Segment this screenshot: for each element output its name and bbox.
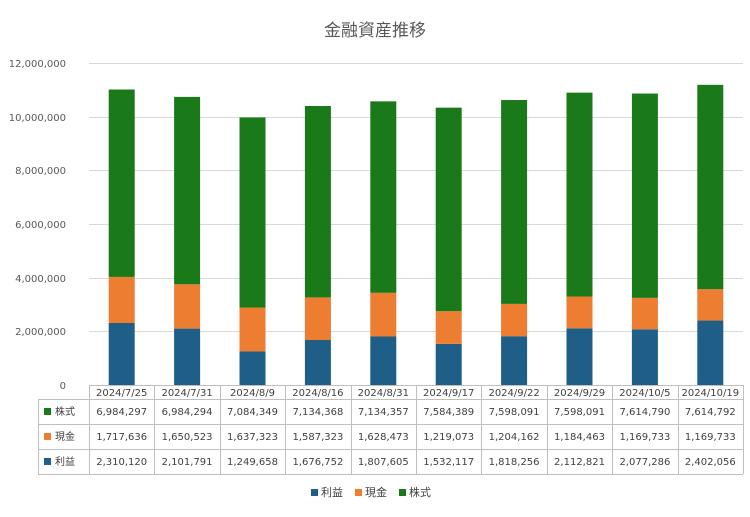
- bar-segment: [501, 303, 528, 337]
- legend-label: 株式: [409, 485, 431, 499]
- bar-segment: [304, 297, 331, 341]
- bar-segment: [631, 297, 658, 330]
- table-cell: 6,984,294: [162, 407, 213, 418]
- table-cell: 7,134,368: [292, 407, 343, 418]
- y-tick-label: 12,000,000: [9, 59, 66, 70]
- table-row-swatch: [44, 458, 51, 465]
- y-axis: 0 2,000,000 4,000,000 6,000,000 8,000,000 10,…: [9, 59, 66, 392]
- bar-segment: [435, 107, 462, 312]
- bar-segment: [501, 100, 528, 304]
- data-table: 2024/7/25 2024/7/31 2024/8/9 2024/8/16 2024/…: [38, 385, 744, 475]
- table-row-label: 株式: [55, 405, 75, 418]
- x-tick-label: 2024/10/19: [681, 388, 739, 399]
- bar-segment: [304, 105, 331, 298]
- bar-segment: [304, 340, 331, 385]
- table-cell: 1,637,323: [227, 432, 278, 443]
- y-tick-label: 8,000,000: [15, 166, 66, 177]
- table-cell: 6,984,297: [96, 407, 147, 418]
- bar-segment: [239, 351, 266, 385]
- chart-title: 金融資産推移: [324, 21, 426, 41]
- table-cell: 7,598,091: [489, 407, 540, 418]
- bar-segment: [566, 92, 593, 297]
- table-cell: 1,587,323: [292, 432, 343, 443]
- bar-segment: [370, 292, 397, 337]
- bar-segment: [239, 117, 266, 308]
- bar-segment: [108, 89, 135, 277]
- table-cell: 2,101,791: [162, 457, 213, 468]
- table-cell: 7,614,790: [619, 407, 670, 418]
- bar-segment: [239, 307, 266, 352]
- table-cell: 7,134,357: [358, 407, 409, 418]
- legend-label: 現金: [365, 485, 387, 499]
- table-row-label: 現金: [55, 430, 75, 443]
- x-tick-label: 2024/9/29: [554, 388, 605, 399]
- table-cell: 7,084,349: [227, 407, 278, 418]
- table-cell: 2,310,120: [96, 457, 147, 468]
- bar-segment: [435, 311, 462, 344]
- x-tick-label: 2024/7/25: [96, 388, 147, 399]
- table-cell: 1,169,733: [685, 432, 736, 443]
- table-row-swatch: [44, 433, 51, 440]
- table-cell: 1,184,463: [554, 432, 605, 443]
- bar-segment: [370, 101, 397, 293]
- legend-label: 利益: [321, 485, 343, 499]
- y-tick-label: 6,000,000: [15, 220, 66, 231]
- legend-swatch: [399, 489, 406, 496]
- x-tick-label: 2024/9/17: [423, 388, 474, 399]
- table-cell: 2,112,821: [554, 457, 605, 468]
- bar-segment: [370, 336, 397, 385]
- x-tick-label: 2024/7/31: [161, 388, 212, 399]
- y-tick-label: 10,000,000: [9, 113, 66, 124]
- bar-segment: [501, 336, 528, 385]
- y-tick-label: 4,000,000: [15, 274, 66, 285]
- table-cell: 2,077,286: [619, 457, 670, 468]
- bar-segment: [566, 296, 593, 329]
- y-tick-label: 0: [60, 381, 66, 392]
- legend: 利益 現金 株式: [311, 485, 431, 499]
- x-tick-label: 2024/8/31: [358, 388, 409, 399]
- bar-segment: [631, 329, 658, 385]
- bars: [108, 84, 724, 385]
- table-cell: 1,219,073: [423, 432, 474, 443]
- x-tick-label: 2024/8/16: [292, 388, 343, 399]
- table-cell: 1,249,658: [227, 457, 278, 468]
- x-tick-label: 2024/8/9: [230, 388, 275, 399]
- bar-segment: [108, 276, 135, 324]
- bar-segment: [697, 289, 724, 321]
- legend-swatch: [311, 489, 318, 496]
- bar-segment: [435, 343, 462, 385]
- table-cell: 7,614,792: [685, 407, 736, 418]
- table-row-swatch: [44, 408, 51, 415]
- table-cell: 1,532,117: [423, 457, 474, 468]
- table-cell: 7,598,091: [554, 407, 605, 418]
- table-cell: 1,717,636: [96, 432, 147, 443]
- bar-segment: [174, 284, 201, 329]
- table-cell: 1,628,473: [358, 432, 409, 443]
- table-cell: 1,169,733: [619, 432, 670, 443]
- x-tick-label: 2024/10/5: [619, 388, 670, 399]
- y-tick-label: 2,000,000: [15, 327, 66, 338]
- bar-segment: [108, 323, 135, 385]
- table-cell: 1,807,605: [358, 457, 409, 468]
- bar-segment: [631, 93, 658, 298]
- table-cell: 2,402,056: [685, 457, 736, 468]
- table-row-label: 利益: [55, 455, 75, 468]
- legend-swatch: [355, 489, 362, 496]
- table-cell: 1,650,523: [162, 432, 213, 443]
- bar-segment: [174, 96, 201, 285]
- table-cell: 1,818,256: [489, 457, 540, 468]
- bar-segment: [174, 328, 201, 385]
- bar-segment: [697, 84, 724, 290]
- bar-segment: [697, 320, 724, 385]
- bar-segment: [566, 328, 593, 385]
- table-cell: 1,676,752: [292, 457, 343, 468]
- table-cell: 1,204,162: [489, 432, 540, 443]
- x-tick-label: 2024/9/22: [488, 388, 539, 399]
- table-cell: 7,584,389: [423, 407, 474, 418]
